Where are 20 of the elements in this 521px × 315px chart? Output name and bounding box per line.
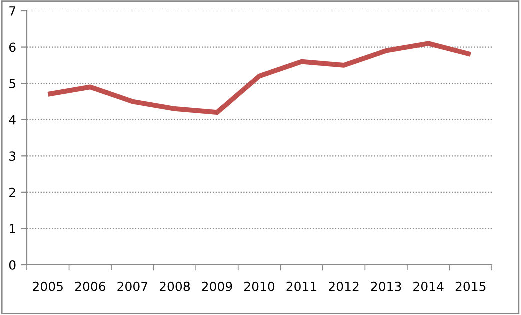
y-tick-label: 5 bbox=[10, 79, 16, 88]
x-tick-label: 2005 bbox=[33, 282, 63, 292]
y-tick-label: 4 bbox=[9, 115, 16, 125]
x-tick-label: 2008 bbox=[160, 282, 190, 292]
y-tick-label: 3 bbox=[10, 152, 16, 162]
x-tick-label: 2010 bbox=[244, 282, 275, 292]
y-tick-label: 2 bbox=[10, 188, 16, 198]
y-tick-label: 6 bbox=[10, 42, 16, 52]
x-tick-label: 2015 bbox=[456, 282, 486, 292]
x-tick-label: 2009 bbox=[202, 282, 232, 292]
y-tick-label: 0 bbox=[9, 260, 16, 270]
x-tick-label: 2007 bbox=[118, 282, 148, 292]
x-tick-label: 2006 bbox=[75, 282, 106, 292]
y-tick-label: 1 bbox=[10, 224, 16, 234]
x-tick-label: 2012 bbox=[329, 282, 359, 292]
y-tick-label: 7 bbox=[10, 6, 16, 16]
x-tick-label: 2011 bbox=[286, 282, 317, 292]
x-tick-label: 2013 bbox=[371, 282, 402, 292]
x-tick-label: 2014 bbox=[414, 282, 444, 292]
line-series bbox=[46, 41, 474, 116]
